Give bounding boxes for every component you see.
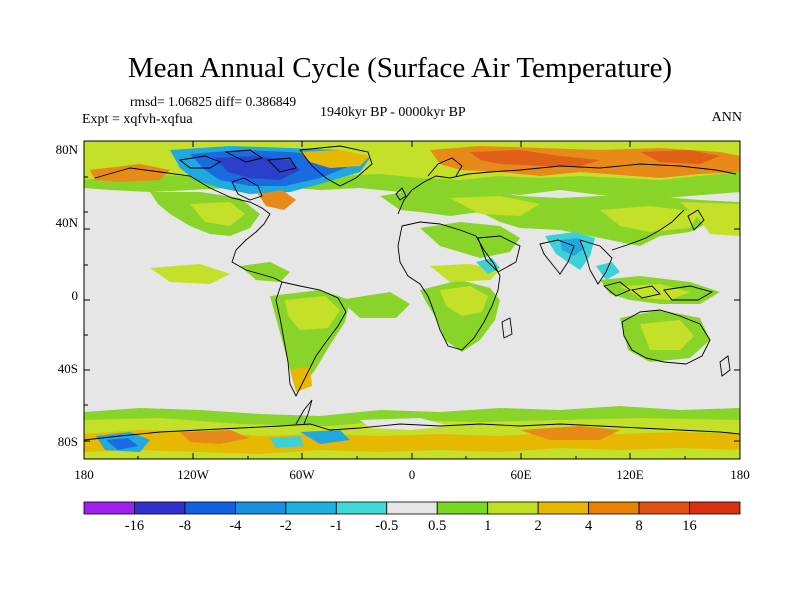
canada-dark-blue [215,156,300,180]
colorbar-label: -1 [330,518,343,534]
colorbar-swatch [537,501,590,515]
colorbar-label: -0.5 [375,518,399,534]
colorbar-label: 0.5 [428,518,447,534]
africa-yellow [440,286,488,316]
australia-yellowgreen [640,320,694,350]
colorbar-swatch [436,501,489,515]
lon-label-0: 0 [408,467,416,482]
colorbar-swatch [588,501,640,515]
weddell-light-blue [300,430,350,444]
coast-hudson-bay [231,177,263,201]
arabia-cyan [476,258,500,274]
north-africa-green [420,222,520,258]
coast-canadian-arctic [178,149,297,173]
colorbar-label: 8 [635,518,643,534]
lon-label-60e: 60E [510,467,532,482]
lat-label-40n: 40N [55,215,78,230]
se-asia-cyan [596,262,620,280]
map-plot-area [84,141,740,459]
us-yellowgreen [190,202,245,226]
colorbar-label: 4 [584,518,593,534]
colorbar-label: 1 [484,518,492,534]
pacific-east-yellowgreen [150,264,230,284]
lat-label-80s: 80S [57,434,78,449]
greenland-yellow [300,150,370,168]
coast-india [539,239,575,275]
central-america-green [240,262,290,282]
lat-label-80n: 80N [55,142,78,157]
east-asia-yellowgreen [600,206,700,232]
coast-antarctic-peninsula [295,399,313,425]
coast-new-zealand [719,355,731,377]
colorbar-swatch [335,501,388,515]
colorbar-swatch [184,501,236,515]
coast-antarctica [84,423,740,441]
coast-scandinavia [427,157,463,177]
colorbar-swatch [285,501,337,515]
arctic-east-red [640,150,720,164]
ross-sea-blue [106,438,138,450]
colorbar-label: -16 [124,518,145,534]
coast-australia [621,309,711,365]
coast-africa [397,221,501,351]
lat-label-0: 0 [71,288,79,303]
colorbar-swatch [83,501,135,515]
season-label: ANN [711,110,742,125]
time-period-label: 1940kyr BP - 0000kyr BP [320,105,466,120]
colorbar-swatch [234,501,287,515]
colorbar [83,501,741,515]
coast-europe [397,163,737,215]
colorbar-label: -2 [279,518,292,534]
axis-ticks [83,140,741,459]
coast-north-america [94,167,283,283]
coast-indonesia [603,281,714,301]
antarctic-cyan-patch [270,436,304,448]
antarctic-orange-west [180,430,250,444]
lon-label-120w: 120W [177,467,209,482]
lon-label-120e: 120E [616,467,644,482]
indonesia-yellowgreen [620,284,690,300]
south-america-yellow [285,296,340,330]
lon-label-180e: 180 [730,467,750,482]
pacific-north-yellow [680,202,740,236]
experiment-label: Expt = xqfvh-xqfua [82,112,193,127]
siberia-red [470,150,600,166]
coast-uk [395,187,407,201]
chart-title: Mean Annual Cycle (Surface Air Temperatu… [127,52,673,84]
coastlines [84,145,740,441]
coast-greenland [299,145,373,187]
coast-japan [687,209,705,231]
central-asia-yellowgreen [450,196,540,216]
coast-arabia [477,235,521,273]
baffin-orange [258,190,296,210]
lon-label-180w: 180 [74,467,94,482]
colorbar-label: 2 [534,518,542,534]
colorbar-swatch [487,501,539,515]
colorbar-swatch [386,501,438,515]
colorbar-label: -4 [229,518,242,534]
lat-label-40s: 40S [57,361,78,376]
colorbar-swatch [134,501,186,515]
antarctic-orange-patch [520,426,620,440]
colorbar-swatch [638,501,690,515]
colorbar-label: 16 [682,518,697,534]
south-atlantic-green [340,292,410,318]
coast-se-asia [579,209,685,285]
coast-south-america [275,281,347,398]
coast-madagascar [501,317,513,339]
patagonia-yellow [290,366,312,392]
rmsd-diff-stats: rmsd= 1.06825 diff= 0.386849 [130,94,297,109]
colorbar-swatch [689,501,741,515]
alaska-orange [90,164,170,182]
lon-label-60w: 60W [289,467,315,482]
colorbar-label: -8 [178,518,191,534]
india-light-blue [560,238,585,256]
